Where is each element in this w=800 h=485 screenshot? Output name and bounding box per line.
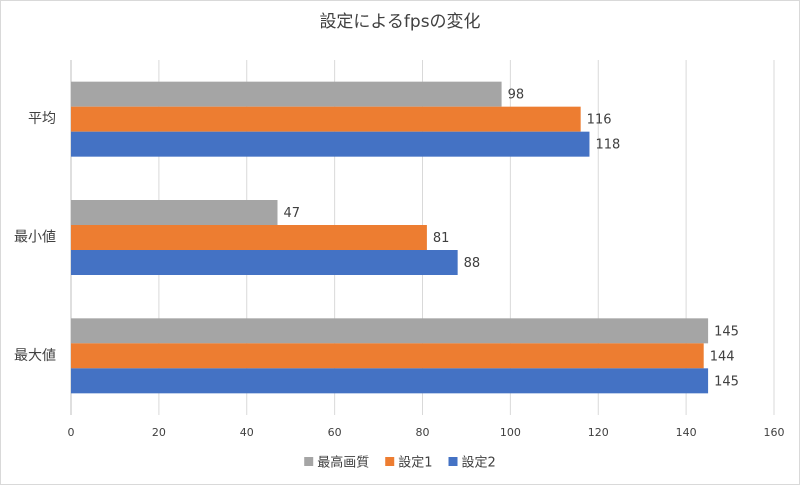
data-label: 145 (714, 374, 739, 389)
y-tick-label: 最小値 (14, 230, 56, 246)
bar (71, 200, 278, 225)
data-label: 116 (587, 113, 612, 128)
x-tick-label: 20 (152, 426, 166, 439)
chart-title: 設定によるfpsの変化 (319, 12, 480, 32)
y-tick-label: 平均 (28, 111, 56, 127)
bar (71, 343, 704, 369)
x-tick-label: 140 (676, 426, 697, 439)
data-label: 88 (464, 256, 481, 271)
data-label: 145 (714, 324, 739, 339)
x-tick-label: 120 (588, 426, 609, 439)
y-tick-label: 最大値 (14, 348, 56, 364)
x-tick-label: 60 (328, 426, 342, 439)
x-tick-label: 40 (240, 426, 254, 439)
bar (71, 318, 709, 344)
bar (71, 131, 590, 157)
legend-label: 設定1 (398, 455, 432, 471)
bar (71, 106, 581, 132)
legend-label: 最高画質 (317, 455, 369, 471)
bar (71, 81, 502, 107)
legend-swatch (448, 457, 458, 466)
data-label: 81 (433, 231, 450, 246)
legend-swatch (304, 457, 314, 466)
x-tick-label: 0 (68, 426, 75, 439)
bar (71, 368, 709, 394)
bar (71, 225, 427, 250)
data-label: 144 (710, 349, 735, 364)
x-tick-label: 80 (416, 426, 430, 439)
data-label: 47 (284, 206, 301, 221)
x-tick-label: 160 (764, 426, 785, 439)
x-tick-label: 100 (500, 426, 521, 439)
data-label: 98 (508, 88, 525, 103)
legend-swatch (385, 457, 395, 466)
data-label: 118 (595, 138, 620, 153)
legend-label: 設定2 (462, 455, 496, 471)
bar (71, 250, 458, 275)
